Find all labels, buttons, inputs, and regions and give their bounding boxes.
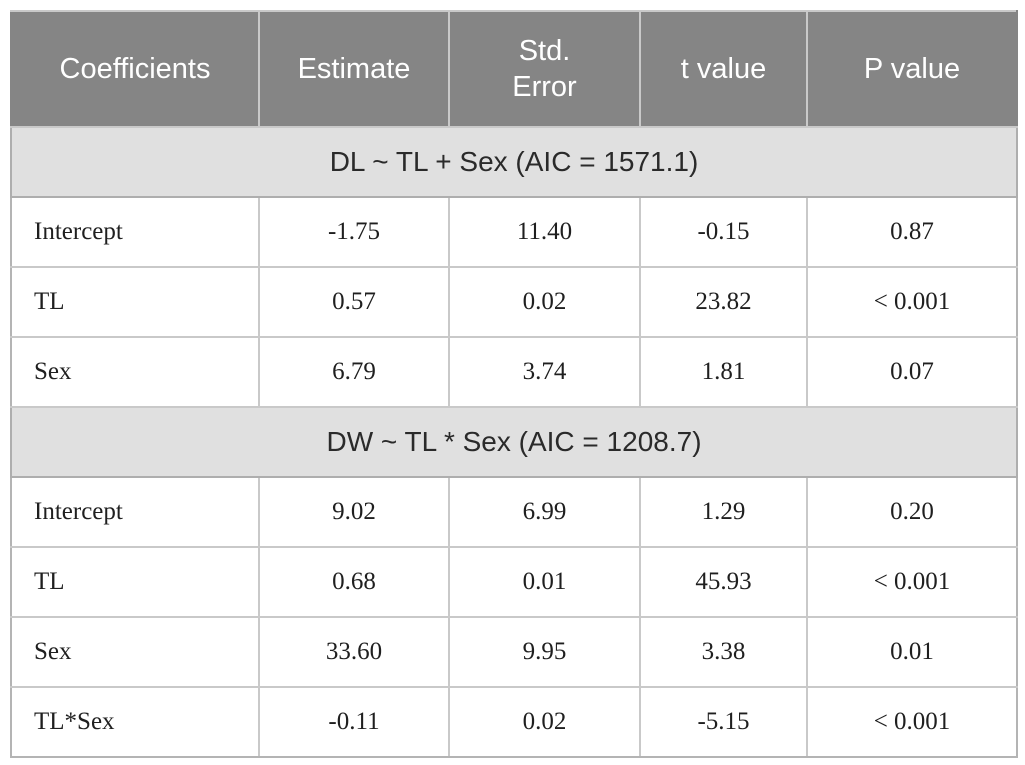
col-header-t-value: t value [639,10,808,128]
cell-std-error: 0.02 [448,686,641,758]
cell-coefficient: Intercept [10,196,260,268]
model-header-row-1: DL ~ TL + Sex (AIC = 1571.1) [10,126,1018,198]
col-header-estimate: Estimate [258,10,450,128]
coefficients-table: Coefficients Estimate Std. Error t value… [10,10,1018,758]
cell-estimate: -0.11 [258,686,450,758]
cell-std-error: 0.01 [448,546,641,618]
table-row: TL*Sex -0.11 0.02 -5.15 < 0.001 [10,686,1018,758]
cell-estimate: 33.60 [258,616,450,688]
model-formula-2: DW ~ TL * Sex (AIC = 1208.7) [10,406,1018,478]
col-header-estimate-label: Estimate [297,52,411,85]
col-header-coefficients-label: Coefficients [59,52,211,85]
col-header-std-error: Std. Error [448,10,641,128]
cell-t-value: 23.82 [639,266,808,338]
col-header-std-error-label: Std. Error [512,34,577,103]
cell-std-error: 6.99 [448,476,641,548]
cell-t-value: 45.93 [639,546,808,618]
table-row: Sex 6.79 3.74 1.81 0.07 [10,336,1018,408]
model-formula-1: DL ~ TL + Sex (AIC = 1571.1) [10,126,1018,198]
cell-t-value: -0.15 [639,196,808,268]
cell-estimate: 6.79 [258,336,450,408]
cell-p-value: < 0.001 [806,546,1018,618]
cell-std-error: 11.40 [448,196,641,268]
col-header-coefficients: Coefficients [10,10,260,128]
cell-t-value: 1.29 [639,476,808,548]
model-header-row-2: DW ~ TL * Sex (AIC = 1208.7) [10,406,1018,478]
cell-p-value: 0.07 [806,336,1018,408]
cell-p-value: < 0.001 [806,686,1018,758]
cell-p-value: < 0.001 [806,266,1018,338]
cell-p-value: 0.87 [806,196,1018,268]
col-header-p-value-label: P value [863,52,961,85]
col-header-t-value-label: t value [680,52,767,85]
cell-t-value: -5.15 [639,686,808,758]
cell-estimate: 0.68 [258,546,450,618]
cell-coefficient: Intercept [10,476,260,548]
cell-estimate: 0.57 [258,266,450,338]
cell-coefficient: TL [10,266,260,338]
cell-coefficient: TL [10,546,260,618]
col-header-p-value: P value [806,10,1018,128]
table-row: TL 0.57 0.02 23.82 < 0.001 [10,266,1018,338]
cell-std-error: 9.95 [448,616,641,688]
table-header-row: Coefficients Estimate Std. Error t value… [10,10,1018,128]
table-row: Sex 33.60 9.95 3.38 0.01 [10,616,1018,688]
table-row: TL 0.68 0.01 45.93 < 0.001 [10,546,1018,618]
cell-estimate: -1.75 [258,196,450,268]
table-row: Intercept 9.02 6.99 1.29 0.20 [10,476,1018,548]
cell-coefficient: Sex [10,336,260,408]
cell-t-value: 1.81 [639,336,808,408]
table-row: Intercept -1.75 11.40 -0.15 0.87 [10,196,1018,268]
cell-coefficient: TL*Sex [10,686,260,758]
cell-p-value: 0.01 [806,616,1018,688]
cell-t-value: 3.38 [639,616,808,688]
cell-coefficient: Sex [10,616,260,688]
cell-p-value: 0.20 [806,476,1018,548]
cell-std-error: 0.02 [448,266,641,338]
cell-estimate: 9.02 [258,476,450,548]
cell-std-error: 3.74 [448,336,641,408]
